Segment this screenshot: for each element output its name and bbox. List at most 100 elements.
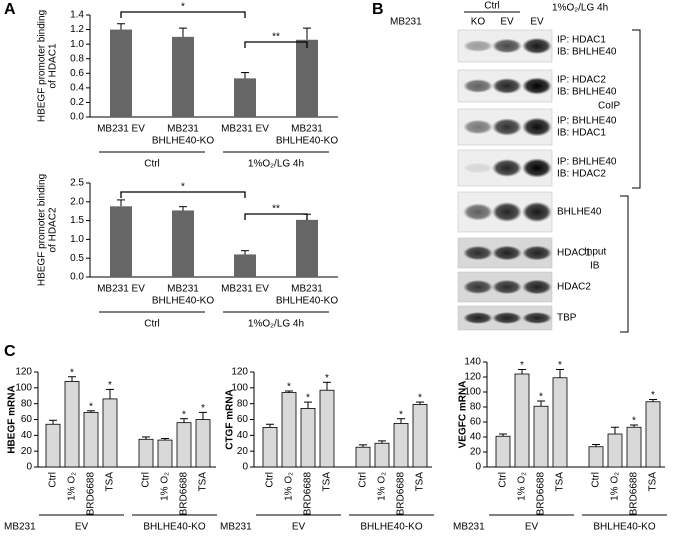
group-label: BHLHE40-KO (593, 522, 655, 533)
y-tick-label: 1.0 (70, 39, 84, 50)
blot-band (463, 245, 493, 261)
bar (374, 442, 390, 468)
y-tick-label: 20 (237, 446, 249, 457)
y-tick-label: 120 (15, 367, 32, 378)
bar (296, 219, 318, 277)
group-prefix: MB231 (4, 522, 36, 533)
significance: * (418, 393, 422, 404)
x-tick-label: MB231 EV (221, 124, 269, 135)
group-label: EV (75, 522, 89, 533)
x-tick-label: Ctrl (358, 472, 369, 488)
blot-band (492, 245, 522, 261)
y-tick-label: 0.6 (70, 68, 84, 79)
x-tick-label: 1% O₂ (377, 472, 388, 501)
y-tick-label: 140 (464, 357, 481, 368)
bar (412, 404, 428, 468)
blot-band (522, 312, 552, 324)
blot-band (522, 117, 552, 137)
blot-row-label: IB: BHLHE40 (557, 47, 617, 58)
y-tick-label: 0 (26, 462, 32, 473)
blot-band (463, 203, 493, 221)
x-tick-label: TSA (198, 472, 209, 492)
bracket (120, 11, 246, 18)
bar (172, 36, 194, 117)
significance: * (306, 393, 310, 404)
blot-band (463, 279, 493, 295)
significance: * (70, 367, 74, 378)
significance: * (399, 409, 403, 420)
bracket-label: ** (272, 32, 280, 43)
lane-label: KO (471, 17, 486, 28)
x-tick-label: BHLHE40-KO (276, 136, 338, 147)
y-tick-label: 0.2 (70, 97, 84, 108)
blot-band (492, 279, 522, 295)
x-tick-label: MB231 (291, 124, 323, 135)
blot-band (463, 162, 493, 174)
y-tick-label: 80 (21, 398, 33, 409)
input-bracket (620, 195, 629, 333)
group-label: EV (292, 522, 306, 533)
bar (495, 435, 511, 468)
y-tick-label: 0.0 (70, 112, 84, 123)
y-axis-title: of HDAC2 (48, 207, 59, 252)
blot-header: MB231 (390, 17, 422, 28)
lane-label: EV (500, 17, 514, 28)
bracket (120, 191, 246, 198)
significance: * (201, 403, 205, 414)
bar (626, 426, 642, 468)
x-tick-label: MB231 EV (221, 284, 269, 295)
blot-band (463, 312, 493, 324)
y-tick-label: 120 (464, 372, 481, 383)
x-tick-label: 1% O₂ (160, 472, 171, 501)
x-tick-label: MB231 (291, 284, 323, 295)
y-tick-label: 0.0 (70, 272, 84, 283)
bar (83, 411, 99, 468)
bar (234, 78, 256, 117)
bar (172, 210, 194, 277)
x-tick-label: 1% O₂ (284, 472, 295, 501)
x-tick-label: TSA (555, 472, 566, 492)
x-tick-label: BRD6688 (629, 472, 640, 516)
y-tick-label: 0 (475, 462, 481, 473)
input-label: Input (584, 247, 606, 258)
significance: * (632, 416, 636, 427)
blot-band (522, 245, 552, 261)
significance: * (520, 360, 524, 371)
group-prefix: MB231 (453, 522, 485, 533)
y-tick-label: 60 (237, 414, 249, 425)
blot-row-label: IP: HDAC2 (557, 75, 606, 86)
blot-band (463, 119, 493, 135)
x-tick-label: BRD6688 (86, 472, 97, 516)
x-tick-label: MB231 EV (97, 284, 145, 295)
y-axis-title: VEGFC mRNA (458, 381, 469, 449)
y-tick-label: 1.5 (70, 215, 84, 226)
y-tick-label: 40 (237, 430, 249, 441)
coip-label: CoIP (598, 101, 621, 112)
bracket (244, 213, 308, 220)
y-tick-label: 2.0 (70, 196, 84, 207)
y-tick-label: 0 (242, 462, 248, 473)
blot-band (522, 279, 552, 295)
significance: * (108, 380, 112, 391)
y-tick-label: 80 (237, 398, 249, 409)
blot-row-label: HDAC2 (557, 282, 591, 293)
significance: * (325, 373, 329, 384)
bar (262, 427, 278, 468)
blot-band (492, 202, 522, 222)
y-tick-label: 60 (21, 414, 33, 425)
y-axis-title: of HDAC1 (48, 43, 59, 88)
x-tick-label: BRD6688 (396, 472, 407, 516)
blot-band (492, 118, 522, 136)
x-tick-label: TSA (322, 472, 333, 492)
panel-letter: A (4, 1, 16, 18)
bracket-label: * (181, 2, 185, 13)
bar (281, 392, 297, 468)
blot-row-label: IB: HDAC2 (557, 169, 606, 180)
y-tick-label: 100 (464, 387, 481, 398)
y-tick-label: 40 (470, 432, 482, 443)
y-tick-label: 1.4 (70, 10, 84, 21)
y-tick-label: 40 (21, 430, 33, 441)
blot-band (522, 77, 552, 95)
y-tick-label: 2.5 (70, 178, 84, 189)
y-tick-label: 0.4 (70, 82, 84, 93)
